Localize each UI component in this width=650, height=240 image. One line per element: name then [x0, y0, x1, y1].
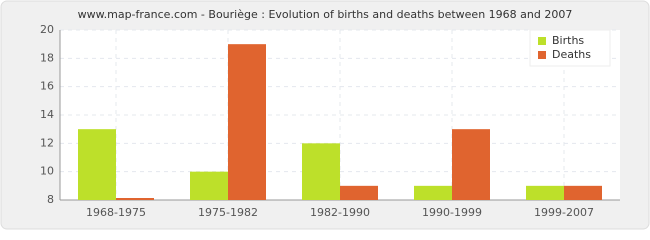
bar	[190, 171, 228, 200]
bar	[452, 129, 490, 200]
legend-box	[529, 29, 611, 67]
legend-swatch	[538, 37, 546, 45]
y-tick-label: 16	[40, 80, 54, 93]
x-tick-label: 1975-1982	[198, 206, 258, 219]
bar	[228, 44, 266, 200]
bar	[78, 129, 116, 200]
bar	[302, 143, 340, 200]
y-tick-label: 10	[40, 165, 54, 178]
bar	[340, 185, 378, 200]
bar	[414, 185, 452, 200]
legend-label: Deaths	[552, 48, 591, 61]
chart-title: www.map-france.com - Bouriège : Evolutio…	[78, 8, 573, 21]
bar	[564, 185, 602, 200]
y-tick-label: 20	[40, 23, 54, 36]
x-tick-label: 1968-1975	[86, 206, 146, 219]
legend-swatch	[538, 51, 546, 59]
x-tick-label: 1982-1990	[310, 206, 370, 219]
bar	[526, 185, 564, 200]
y-tick-label: 18	[40, 51, 54, 64]
y-tick-label: 8	[47, 193, 54, 206]
x-tick-label: 1990-1999	[422, 206, 482, 219]
legend-label: Births	[552, 34, 584, 47]
y-tick-label: 14	[40, 108, 54, 121]
chart: www.map-france.com - Bouriège : Evolutio…	[0, 0, 650, 230]
x-tick-label: 1999-2007	[534, 206, 594, 219]
y-tick-label: 12	[40, 136, 54, 149]
